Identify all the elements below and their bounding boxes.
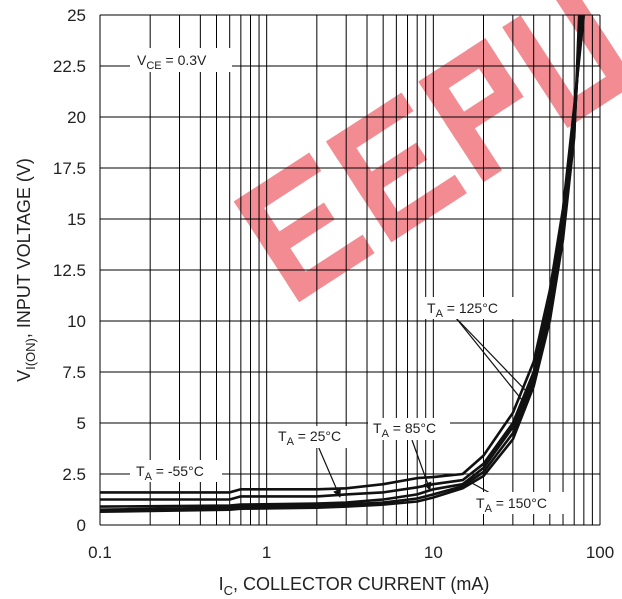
- x-tick-label: 1: [262, 543, 271, 562]
- annotation-ta-minus55: TA = -55°C: [136, 463, 204, 483]
- watermark-logo: [233, 0, 622, 303]
- watermark-bar: [287, 234, 375, 303]
- leader-ta-85: [411, 439, 432, 491]
- annotation-ta-125: TA = 125°C: [427, 300, 498, 320]
- watermark-bar: [445, 80, 524, 141]
- x-tick-label: 0.1: [88, 543, 112, 562]
- y-tick-label: 25: [67, 6, 86, 25]
- y-tick-label: 22.5: [53, 57, 86, 76]
- y-tick-label: 12.5: [53, 261, 86, 280]
- y-tick-label: 0: [77, 516, 86, 535]
- y-tick-label: 7.5: [62, 363, 86, 382]
- grid: [99, 14, 601, 526]
- leader-ta-150: [469, 481, 491, 494]
- tick-labels: 0.1 1 10 100 0 2.5 5 7.5 10 12.5 15 17.5 20 22.5 25: [53, 6, 614, 562]
- series-line-0: [100, 14, 586, 494]
- watermark-bar: [379, 174, 467, 243]
- watermark: [233, 0, 622, 303]
- leader-ta-25: [317, 445, 341, 498]
- watermark-bar: [502, 15, 586, 128]
- leader-lines: [317, 317, 531, 498]
- series-line-1: [100, 14, 584, 501]
- y-tick-label: 20: [67, 108, 86, 127]
- x-tick-label: 100: [586, 543, 614, 562]
- annotation-vce: VCE = 0.3V: [137, 52, 207, 72]
- y-tick-label: 2.5: [62, 465, 86, 484]
- leader-ta-125: [455, 317, 523, 401]
- series-group: [99, 14, 586, 513]
- annotation-ta-25: TA = 25°C: [278, 428, 341, 448]
- watermark-bar: [353, 142, 428, 201]
- y-tick-label: 5: [77, 414, 86, 433]
- annotation-ta-85: TA = 85°C: [373, 420, 436, 440]
- annotation-ta-150: TA = 150°C: [476, 495, 547, 515]
- x-axis-title: IC, COLLECTOR CURRENT (mA): [219, 574, 490, 598]
- y-tick-label: 17.5: [53, 159, 86, 178]
- watermark-bar: [552, 0, 622, 96]
- leader-ta-125: [455, 317, 531, 396]
- y-axis-title: VI(ON), INPUT VOLTAGE (V): [14, 158, 38, 382]
- series-line-4: [99, 14, 581, 513]
- x-tick-label: 10: [424, 543, 443, 562]
- y-tick-label: 10: [67, 312, 86, 331]
- y-tick-label: 15: [67, 210, 86, 229]
